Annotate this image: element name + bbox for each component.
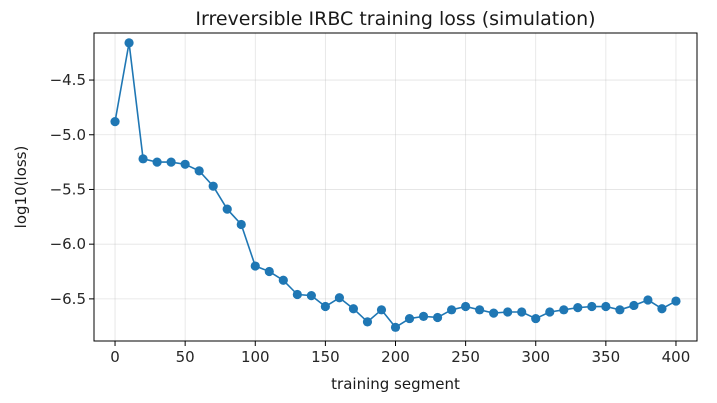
y-tick-label: −6.5 xyxy=(50,290,86,308)
x-tick-label: 0 xyxy=(110,348,120,366)
chart-title: Irreversible IRBC training loss (simulat… xyxy=(195,8,595,30)
x-tick-label: 50 xyxy=(176,348,195,366)
x-tick-label: 300 xyxy=(521,348,550,366)
x-axis-label: training segment xyxy=(331,375,460,393)
data-point xyxy=(418,311,429,321)
axis-ticks: 0 50 100 150 200 250 300 350 400 −6.5 −6.0 −5.5 −5.0… xyxy=(50,71,691,366)
plot-frame xyxy=(93,32,698,342)
data-point xyxy=(545,307,555,317)
data-point xyxy=(110,117,120,127)
data-point xyxy=(222,204,232,214)
data-point xyxy=(334,293,345,303)
data-point xyxy=(489,308,499,318)
data-point xyxy=(194,166,204,176)
data-point xyxy=(152,157,162,167)
data-point xyxy=(615,305,625,315)
data-point xyxy=(503,307,513,317)
grid xyxy=(94,33,697,341)
x-tick-label: 350 xyxy=(592,348,621,366)
data-point xyxy=(531,313,541,324)
data-point xyxy=(432,312,443,323)
data-point xyxy=(376,305,387,315)
y-tick-label: −5.0 xyxy=(50,126,86,144)
data-point xyxy=(264,266,274,277)
data-point xyxy=(348,304,359,314)
data-point xyxy=(601,301,611,312)
data-point xyxy=(278,275,288,285)
data-point xyxy=(180,159,190,169)
data-point xyxy=(138,154,148,164)
data-point xyxy=(461,301,471,312)
data-point xyxy=(657,304,667,314)
y-axis-label: log10(loss) xyxy=(12,146,30,229)
data-point xyxy=(390,322,401,332)
data-point xyxy=(446,305,457,315)
series-layer xyxy=(110,38,681,332)
data-point xyxy=(404,313,415,324)
data-point xyxy=(236,219,246,230)
y-tick-label: −6.0 xyxy=(50,235,86,253)
data-point xyxy=(306,290,316,301)
data-point xyxy=(629,300,639,311)
data-point xyxy=(362,317,373,327)
data-point xyxy=(124,38,134,48)
data-point xyxy=(475,305,485,315)
data-point xyxy=(559,305,569,315)
data-point xyxy=(250,261,260,271)
data-point xyxy=(517,307,527,317)
x-tick-label: 200 xyxy=(381,348,410,366)
data-point xyxy=(587,301,597,312)
data-point xyxy=(292,289,302,300)
data-point xyxy=(208,181,218,191)
data-point xyxy=(671,296,681,306)
data-point xyxy=(643,295,653,305)
data-point xyxy=(573,303,583,313)
x-tick-label: 100 xyxy=(241,348,270,366)
data-point xyxy=(166,157,176,167)
y-tick-label: −4.5 xyxy=(50,71,86,89)
x-tick-label: 150 xyxy=(311,348,340,366)
y-tick-label: −5.5 xyxy=(50,180,86,198)
x-tick-label: 250 xyxy=(451,348,480,366)
x-tick-label: 400 xyxy=(662,348,691,366)
data-point xyxy=(320,301,330,312)
